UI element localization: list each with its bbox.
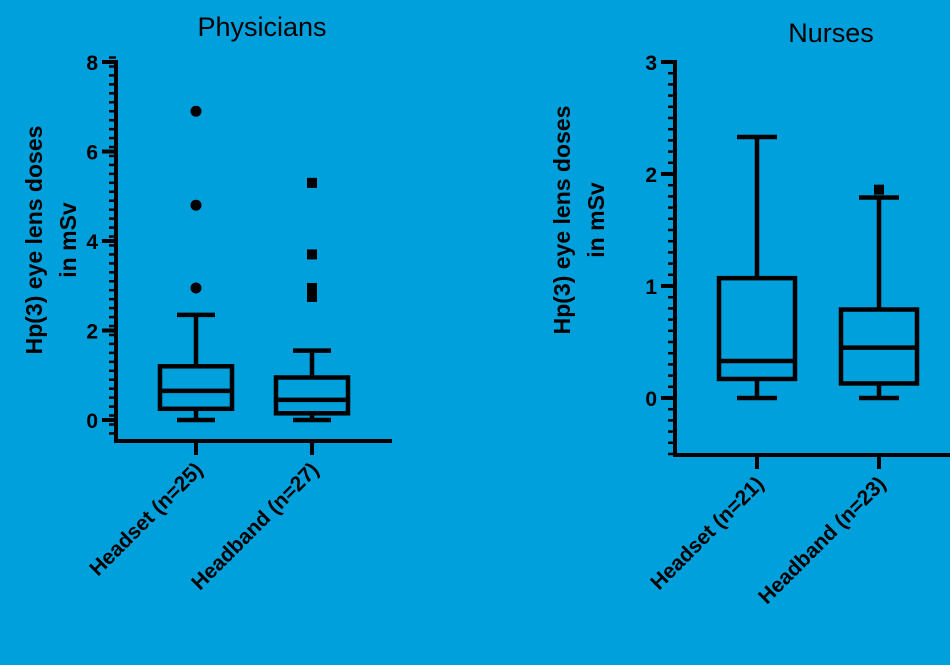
iqr-box — [157, 364, 235, 412]
y-tick-label: 2 — [645, 164, 657, 187]
outlier-point — [190, 282, 202, 294]
box-plot-headband — [838, 184, 920, 401]
iqr-box — [716, 275, 798, 382]
panel-title: Physicians — [197, 12, 326, 42]
y-tick-label: 0 — [645, 388, 657, 411]
y-tick-label: 8 — [86, 52, 98, 75]
y-axis-label-line: in mSv — [55, 202, 81, 278]
box-plot-headset — [716, 134, 798, 401]
nurses-panel: Nurses Hp(3) eye lens doses in mSv 0 1 2 3 Head… — [549, 18, 950, 609]
panel-title: Nurses — [788, 18, 874, 48]
x-category-label: Headset (n=25) — [85, 458, 207, 580]
x-category-label: Headset (n=21) — [646, 472, 768, 594]
y-axis-label-line: Hp(3) eye lens doses — [549, 106, 575, 335]
physicians-panel: Physicians Hp(3) eye lens doses in mSv 0 2 4 6… — [21, 12, 392, 595]
y-tick-label: 6 — [86, 142, 98, 165]
outlier-point — [307, 291, 317, 302]
iqr-box — [273, 375, 351, 416]
outlier-point — [307, 249, 317, 260]
outlier-point — [190, 105, 202, 117]
y-axis-label-line: Hp(3) eye lens doses — [21, 126, 47, 355]
outlier-point — [307, 177, 317, 188]
y-tick-label: 3 — [645, 52, 657, 75]
box-plot-headband — [273, 177, 351, 423]
outlier-point — [307, 282, 317, 293]
outlier-point — [190, 199, 202, 211]
y-tick-label: 4 — [86, 231, 98, 254]
outlier-point — [874, 184, 884, 195]
x-category-label: Headband (n=27) — [187, 458, 323, 594]
y-axis-label: Hp(3) eye lens doses in mSv — [549, 106, 609, 335]
y-tick-label: 1 — [645, 276, 657, 299]
box-plot-headset — [157, 105, 235, 423]
y-tick-label: 2 — [86, 321, 98, 344]
y-tick-label: 0 — [86, 410, 98, 433]
y-axis-label-line: in mSv — [583, 182, 609, 258]
x-category-label: Headband (n=23) — [754, 472, 890, 608]
y-axis-label: Hp(3) eye lens doses in mSv — [21, 126, 81, 355]
